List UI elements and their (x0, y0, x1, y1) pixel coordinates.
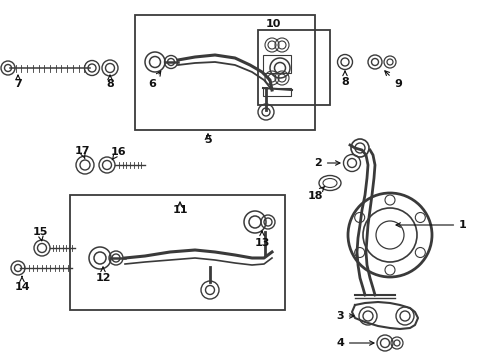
Text: 11: 11 (172, 205, 187, 215)
Text: 2: 2 (313, 158, 339, 168)
Bar (70, 195, 285, 310)
Text: 4: 4 (335, 338, 373, 348)
Text: 14: 14 (14, 276, 30, 292)
Text: 5: 5 (204, 135, 211, 145)
Text: 13: 13 (254, 231, 269, 248)
Text: 18: 18 (306, 186, 324, 201)
Text: 8: 8 (106, 75, 114, 89)
Text: 16: 16 (110, 147, 125, 160)
Text: 17: 17 (74, 146, 90, 159)
Bar (263, 88, 290, 96)
Text: 8: 8 (341, 71, 348, 87)
Text: 3: 3 (336, 311, 353, 321)
Bar (258, 30, 329, 105)
Text: 10: 10 (265, 19, 280, 29)
Text: 1: 1 (395, 220, 466, 230)
Bar (263, 55, 290, 73)
Text: 6: 6 (148, 71, 161, 89)
Text: 12: 12 (95, 267, 110, 283)
Text: 15: 15 (32, 227, 48, 241)
Bar (135, 15, 314, 130)
Text: 9: 9 (384, 71, 401, 89)
Text: 7: 7 (14, 75, 22, 89)
